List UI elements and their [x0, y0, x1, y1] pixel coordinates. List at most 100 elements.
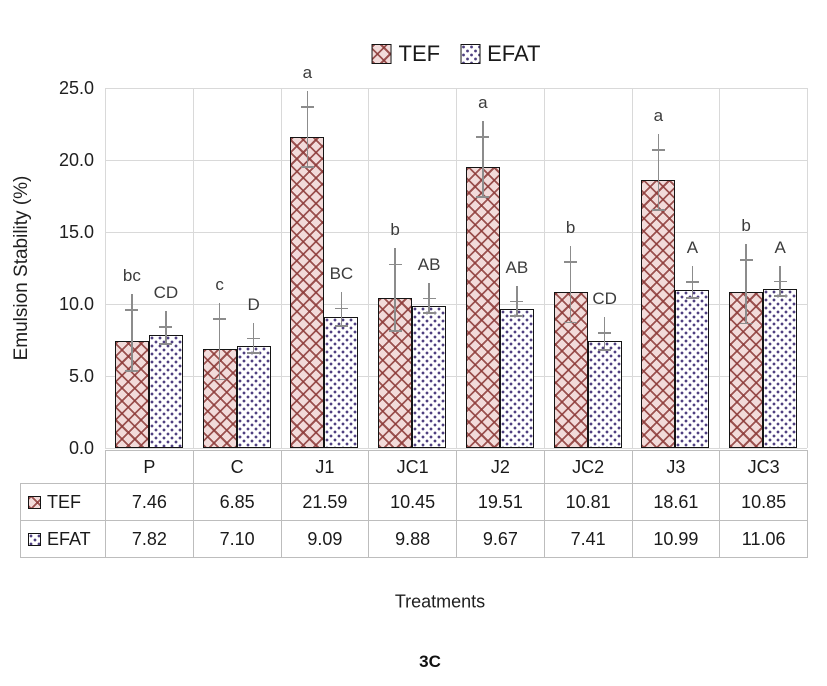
bar-EFAT-C	[236, 345, 271, 448]
y-tick-label: 15.0	[58, 222, 94, 242]
error-bar-TEF-J3	[657, 133, 660, 211]
error-bar-TEF-J2	[482, 120, 484, 198]
cell-EFAT-JC1: 9.88	[368, 520, 457, 558]
error-bar-cap-EFAT-JC3	[773, 295, 787, 297]
gridline-vertical	[719, 88, 721, 448]
column-header-JC3: JC3	[719, 450, 808, 484]
error-bar-cap-TEF-J3	[651, 209, 665, 212]
error-bar-cap-EFAT-JC1	[422, 312, 436, 314]
error-bar-cap-TEF-C	[213, 318, 227, 321]
error-bar-cap-EFAT-C	[247, 337, 261, 340]
error-bar-cap-EFAT-JC2	[598, 331, 612, 334]
cell-EFAT-C: 7.10	[192, 520, 282, 558]
sig-letter-TEF-JC1: b	[390, 220, 400, 240]
column-header-P: P	[105, 450, 194, 484]
error-bar-cap-TEF-J2	[476, 135, 490, 138]
legend-swatch-EFAT-icon	[460, 44, 481, 64]
x-axis-title: Treatments	[394, 591, 486, 612]
error-bar-cap-TEF-J1	[300, 166, 314, 169]
cell-TEF-J1: 21.59	[280, 483, 370, 521]
error-bar-cap-EFAT-J3	[685, 280, 699, 283]
gridline-vertical	[280, 88, 282, 448]
sig-letter-TEF-JC3: b	[741, 216, 751, 236]
error-bar-cap-TEF-P	[125, 309, 139, 312]
y-tick-label: 25.0	[58, 78, 94, 98]
error-bar-cap-EFAT-J2	[510, 315, 524, 317]
table-corner-cell	[20, 450, 106, 484]
cell-TEF-JC3: 10.85	[719, 483, 808, 521]
plot-area: bc c a b a b a b CD D BC AB AB CD A A	[105, 63, 808, 449]
y-axis-title: Emulsion Stability (%)	[11, 175, 32, 361]
cell-EFAT-JC2: 7.41	[543, 520, 633, 558]
bar-TEF-J1	[290, 137, 325, 448]
error-bar-cap-TEF-C	[213, 378, 227, 381]
gridline-vertical	[543, 88, 545, 448]
y-tick-label: 10.0	[58, 294, 94, 314]
sig-letter-TEF-J2: a	[478, 92, 488, 112]
sig-letter-TEF-JC2: b	[565, 218, 576, 238]
error-bar-TEF-J1	[306, 90, 309, 168]
cell-TEF-C: 6.85	[192, 483, 282, 521]
error-bar-cap-TEF-J3	[651, 148, 665, 151]
error-bar-TEF-P	[131, 294, 133, 371]
error-bar-cap-TEF-J1	[300, 105, 314, 108]
error-bar-TEF-JC3	[745, 244, 747, 324]
error-bar-cap-EFAT-J1	[334, 324, 348, 327]
error-bar-cap-EFAT-JC1	[422, 297, 436, 300]
error-bar-cap-EFAT-P	[159, 343, 173, 345]
cell-EFAT-JC3: 11.06	[719, 520, 808, 558]
error-bar-cap-EFAT-P	[159, 325, 173, 328]
row-label-text-EFAT: EFAT	[47, 528, 91, 549]
error-bar-cap-TEF-JC3	[739, 322, 753, 325]
cell-EFAT-J3: 10.99	[631, 520, 721, 558]
error-bar-cap-EFAT-J3	[685, 296, 699, 299]
error-bar-cap-EFAT-C	[247, 352, 261, 354]
sig-letter-EFAT-JC1: AB	[417, 254, 441, 274]
y-tick-label: 5.0	[68, 366, 94, 386]
legend-swatch-TEF-icon	[371, 44, 392, 64]
row-label-TEF: TEF	[20, 483, 106, 521]
bar-EFAT-J2	[499, 308, 534, 448]
sig-letter-EFAT-JC3: A	[774, 237, 786, 257]
legend-label-EFAT: EFAT	[487, 41, 541, 66]
bar-TEF-J2	[465, 167, 500, 448]
column-header-J2: J2	[456, 450, 545, 484]
error-bar-cap-EFAT-J2	[510, 300, 524, 303]
cell-TEF-JC1: 10.45	[368, 483, 457, 521]
error-bar-cap-EFAT-JC2	[598, 349, 612, 351]
bar-EFAT-JC3	[763, 288, 798, 448]
error-bar-TEF-C	[218, 303, 221, 380]
sig-letter-EFAT-P: CD	[153, 282, 179, 302]
column-header-J3: J3	[631, 450, 721, 484]
gridline-vertical	[192, 88, 194, 448]
data-table: P C J1 JC1 J2 JC2 J3 JC3 TEF 7.46 6.85 21.59 10.45 19…	[20, 450, 808, 558]
row-label-EFAT: EFAT	[20, 520, 106, 558]
error-bar-TEF-JC2	[569, 246, 572, 323]
gridline-vertical	[807, 88, 808, 448]
column-header-JC2: JC2	[543, 450, 633, 484]
row-label-text-TEF: TEF	[47, 491, 81, 512]
error-bar-cap-TEF-J2	[476, 196, 490, 199]
error-bar-cap-TEF-JC3	[739, 259, 753, 261]
legend-item-EFAT: EFAT	[460, 41, 540, 67]
table-key-TEF-icon	[28, 495, 41, 509]
cell-TEF-J3: 18.61	[631, 483, 721, 521]
error-bar-cap-TEF-JC2	[564, 261, 578, 263]
bar-EFAT-P	[148, 335, 183, 448]
error-bar-TEF-JC1	[394, 248, 396, 331]
sig-letter-EFAT-J1: BC	[329, 264, 354, 284]
error-bar-cap-TEF-JC1	[388, 329, 402, 332]
error-bar-cap-EFAT-J1	[334, 307, 348, 310]
chart-legend: TEF EFAT	[371, 41, 540, 67]
cell-TEF-P: 7.46	[105, 483, 194, 521]
bar-TEF-P	[114, 340, 149, 448]
table-key-EFAT-icon	[28, 532, 41, 546]
bar-TEF-JC2	[553, 292, 588, 448]
sig-letter-EFAT-JC2: CD	[592, 288, 617, 308]
bar-TEF-J3	[641, 180, 676, 448]
cell-EFAT-P: 7.82	[105, 520, 194, 558]
figure-caption: 3C	[419, 652, 441, 671]
cell-EFAT-J1: 9.09	[280, 520, 370, 558]
cell-EFAT-J2: 9.67	[456, 520, 545, 558]
